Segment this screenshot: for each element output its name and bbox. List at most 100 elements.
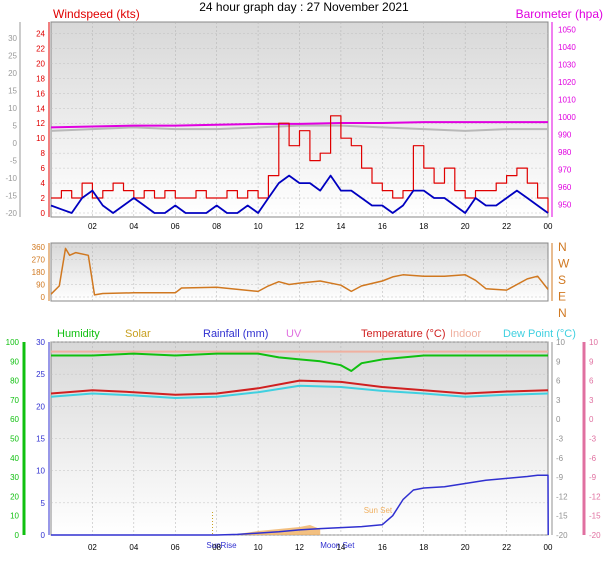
- x-tick-label: 04: [129, 543, 138, 552]
- x-tick-label: 02: [88, 543, 97, 552]
- compass-tick-label: S: [558, 273, 566, 287]
- windspeed-axis-label: Windspeed (kts): [53, 7, 140, 21]
- annotation-label: Moon Set: [320, 541, 355, 550]
- rainfall-tick-label: 10: [36, 467, 45, 476]
- direction-tick-label: 0: [41, 293, 46, 302]
- inner-temperature-tick-label: -12: [556, 492, 568, 501]
- outer-axis-tick-label: 25: [8, 52, 17, 61]
- temperature-line: [50, 379, 549, 396]
- outer-axis-tick-label: -5: [10, 157, 18, 166]
- direction-tick-label: 360: [32, 243, 46, 252]
- humidity-tick-label: 80: [10, 377, 19, 386]
- barometer-tick-label: 1030: [558, 60, 576, 69]
- legend-label: Dew Point (°C): [503, 328, 576, 340]
- x-tick-label: 10: [254, 543, 263, 552]
- barometer-axis-label: Barometer (hpa): [516, 7, 603, 21]
- x-tick-label: 14: [336, 222, 345, 231]
- inner-temperature-tick-label: 3: [556, 396, 561, 405]
- annotation-label: SunRise: [206, 541, 237, 550]
- rainfall-tick-label: 20: [36, 402, 45, 411]
- compass-tick-label: E: [558, 290, 566, 304]
- compass-tick-label: N: [558, 240, 567, 254]
- inner-temperature-tick-label: -9: [556, 473, 564, 482]
- outer-axis-tick-label: -10: [5, 174, 17, 183]
- rainfall-tick-label: 5: [41, 499, 46, 508]
- temperature-tick-label: -15: [589, 512, 601, 521]
- x-tick-label: 22: [502, 543, 511, 552]
- legend-label: Humidity: [57, 328, 100, 340]
- x-tick-label: 14: [336, 543, 345, 552]
- x-tick-label: 18: [419, 543, 428, 552]
- humidity-tick-label: 40: [10, 454, 19, 463]
- windspeed-tick-label: 6: [41, 164, 46, 173]
- x-tick-label: 16: [378, 222, 387, 231]
- temperature-tick-label: -6: [589, 454, 597, 463]
- temperature-tick-label: -20: [589, 531, 601, 540]
- outer-axis-tick-label: 0: [13, 139, 18, 148]
- windspeed-tick-label: 2: [41, 194, 46, 203]
- x-tick-label: 22: [502, 222, 511, 231]
- outer-axis-tick-label: 20: [8, 69, 17, 78]
- humidity-tick-label: 60: [10, 415, 19, 424]
- outer-axis-tick-label: 5: [13, 122, 18, 131]
- legend-label: Temperature (°C): [361, 328, 445, 340]
- outer-axis-tick-label: 10: [8, 104, 17, 113]
- inner-temperature-tick-label: 9: [556, 357, 561, 366]
- windspeed-tick-label: 18: [36, 74, 45, 83]
- outer-axis-tick-label: 30: [8, 34, 17, 43]
- windspeed-tick-label: 8: [41, 149, 46, 158]
- temperature-tick-label: -12: [589, 492, 601, 501]
- x-tick-label: 08: [212, 222, 221, 231]
- inner-temperature-tick-label: -15: [556, 512, 568, 521]
- dewpoint-line: [50, 384, 549, 399]
- temperature-tick-label: -9: [589, 473, 597, 482]
- windspeed-tick-label: 22: [36, 44, 45, 53]
- inner-temperature-tick-label: -3: [556, 435, 564, 444]
- barometer-tick-label: 950: [558, 200, 572, 209]
- x-tick-label: 02: [88, 222, 97, 231]
- legend-label: UV: [286, 328, 302, 340]
- temperature-tick-label: 6: [589, 377, 594, 386]
- x-tick-label: 18: [419, 222, 428, 231]
- windspeed-tick-label: 24: [36, 29, 45, 38]
- x-tick-label: 00: [544, 543, 553, 552]
- inner-temperature-tick-label: 10: [556, 338, 565, 347]
- windspeed-line: [51, 115, 549, 213]
- humidity-tick-label: 30: [10, 473, 19, 482]
- temperature-tick-label: 0: [589, 415, 594, 424]
- rainfall-line: [51, 474, 549, 536]
- barometer-tick-label: 990: [558, 130, 572, 139]
- x-tick-label: 10: [254, 222, 263, 231]
- direction-tick-label: 270: [32, 256, 46, 265]
- inner-temperature-tick-label: 0: [556, 415, 561, 424]
- humidity-tick-label: 100: [6, 338, 20, 347]
- x-tick-label: 06: [171, 222, 180, 231]
- barometer-tick-label: 1000: [558, 113, 576, 122]
- humidity-tick-label: 50: [10, 435, 19, 444]
- windspeed-tick-label: 12: [36, 119, 45, 128]
- inner-temperature-tick-label: -20: [556, 531, 568, 540]
- x-tick-label: 04: [129, 222, 138, 231]
- humidity-tick-label: 0: [15, 531, 20, 540]
- annotation-label: Sun Set: [364, 506, 393, 515]
- outer-axis-tick-label: -20: [5, 209, 17, 218]
- compass-tick-label: N: [558, 306, 567, 320]
- wind-direction-line: [50, 247, 549, 296]
- barometer-tick-label: 970: [558, 165, 572, 174]
- compass-tick-label: W: [558, 257, 570, 271]
- rainfall-tick-label: 15: [36, 435, 45, 444]
- x-tick-label: 08: [212, 543, 221, 552]
- temperature-tick-label: 3: [589, 396, 594, 405]
- barometer-tick-label: 1010: [558, 95, 576, 104]
- windspeed-tick-label: 16: [36, 89, 45, 98]
- barometer-grey-line: [50, 124, 548, 132]
- direction-tick-label: 180: [32, 268, 46, 277]
- barometer-tick-label: 980: [558, 148, 572, 157]
- windspeed-tick-label: 4: [41, 179, 46, 188]
- rainfall-tick-label: 30: [36, 338, 45, 347]
- chart-title: 24 hour graph day : 27 November 2021: [199, 0, 409, 14]
- direction-tick-label: 90: [36, 281, 45, 290]
- humidity-tick-label: 70: [10, 396, 19, 405]
- windspeed-tick-label: 14: [36, 104, 45, 113]
